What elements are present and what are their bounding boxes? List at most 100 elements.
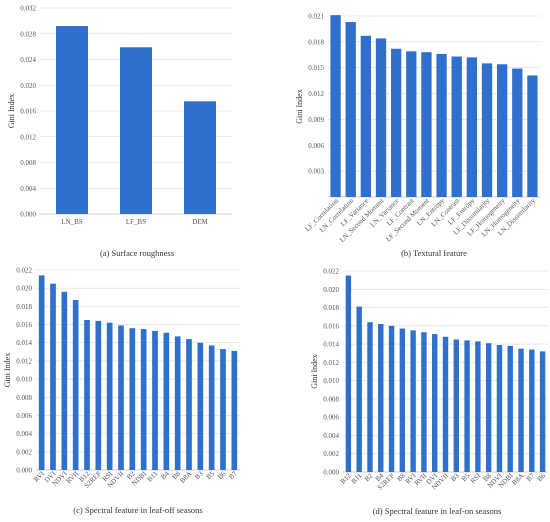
y-tick-label: 0.024 (20, 56, 36, 64)
x-tick-label: B8 (482, 471, 494, 483)
chart-caption: (d) Spectral feature in leaf-on seasons (373, 506, 502, 516)
x-tick-label: B4 (159, 469, 171, 481)
x-tick-label: B8A (178, 470, 193, 485)
x-tick-label: B8 (171, 469, 183, 481)
y-tick-label: 0.018 (323, 304, 339, 312)
bar (356, 306, 362, 472)
bar (330, 15, 341, 198)
y-tick-label: 0.020 (20, 82, 36, 90)
bar (120, 47, 152, 214)
x-tick-label: B7 (525, 471, 537, 483)
x-tick-label: B7 (227, 469, 239, 481)
y-tick-label: 0.014 (16, 339, 32, 347)
chart-caption: (c) Spectral feature in leaf-off seasons (73, 505, 202, 515)
bar (174, 336, 181, 470)
x-tick-label: RSI (469, 471, 483, 485)
bar (84, 320, 90, 470)
y-tick-label: 0.004 (323, 432, 339, 440)
chart-caption: (b) Textural feature (401, 248, 467, 258)
y-tick-label: 0.020 (323, 286, 339, 294)
y-tick-label: 0.002 (16, 448, 32, 456)
bar (50, 283, 56, 470)
bar (56, 26, 88, 215)
bar (95, 320, 102, 470)
bar (367, 322, 373, 472)
y-tick-label: 0.006 (308, 142, 324, 150)
chart-c: 0.000 0.002 0.004 0.006 0.008 0.010 0.012 0.014… (3, 267, 240, 515)
y-tick-label: 0.012 (20, 133, 36, 141)
bar (345, 22, 356, 198)
bar (496, 345, 503, 472)
bar (539, 351, 546, 472)
y-tick-label: 0.008 (16, 394, 32, 402)
bar (481, 63, 493, 198)
y-tick-label: 0.008 (20, 159, 36, 167)
bar (406, 51, 417, 197)
y-tick-label: 0.003 (308, 168, 324, 176)
bar (451, 56, 462, 198)
chart-a: 0.000 0.004 0.008 0.012 0.016 0.020 0.024 0.028… (7, 5, 232, 258)
bar (507, 345, 513, 472)
bar (345, 275, 352, 472)
y-tick-label: 0.009 (308, 116, 324, 124)
bar (518, 348, 524, 472)
bar (475, 341, 481, 472)
y-tick-label: 0.018 (16, 303, 32, 311)
y-tick-label: 0.022 (16, 267, 32, 275)
y-tick-label: 0.014 (323, 341, 339, 349)
x-tick-label: LN_BS (61, 218, 83, 226)
y-tick-label: 0.012 (308, 90, 324, 98)
bar (140, 329, 147, 470)
bar (61, 291, 68, 470)
bar (375, 38, 387, 198)
y-tick-label: 0.004 (20, 185, 36, 193)
x-tick-label: DEM (192, 218, 208, 226)
y-tick-label: 0.000 (323, 469, 339, 477)
y-tick-label: 0.021 (308, 13, 324, 21)
y-tick-label: 0.020 (16, 285, 32, 293)
bar (529, 349, 535, 472)
y-tick-label: 0.010 (16, 376, 32, 384)
y-tick-label: 0.015 (308, 64, 324, 72)
bar (390, 48, 402, 197)
bar (527, 75, 538, 197)
y-tick-label: 0.008 (323, 395, 339, 403)
y-tick-label: 0.010 (323, 377, 339, 385)
y-tick-label: 0.006 (323, 414, 339, 422)
x-tick-label: B2 (363, 471, 375, 483)
y-axis-label: Gini Index (310, 354, 319, 388)
bar (72, 300, 79, 470)
bar (512, 68, 523, 197)
y-tick-label: 0.018 (308, 38, 324, 46)
x-tick-label: B11 (146, 469, 160, 483)
y-tick-label: 0.028 (20, 30, 36, 38)
bar (208, 345, 215, 470)
bar (106, 322, 113, 470)
y-axis-label: Gini Index (295, 89, 304, 123)
x-tick-label: B5 (205, 469, 217, 481)
x-tick-label: B3 (193, 469, 205, 481)
bar (220, 349, 226, 470)
y-tick-label: 0.006 (16, 412, 32, 420)
bar (464, 340, 470, 472)
bar (410, 330, 416, 472)
bar (197, 342, 204, 470)
y-axis-label: Gini Index (3, 353, 12, 387)
bar (388, 325, 395, 472)
bar (378, 323, 384, 472)
bar (38, 275, 45, 470)
y-tick-label: 0.002 (323, 450, 339, 458)
bar (186, 339, 192, 470)
y-tick-label: 0.016 (20, 108, 36, 116)
chart-caption: (a) Surface roughness (100, 248, 174, 258)
y-tick-label: 0.016 (16, 321, 32, 329)
chart-d: 0.000 0.002 0.004 0.006 0.008 0.010 0.012 0.014… (310, 268, 548, 516)
y-axis-label: Gini Index (7, 94, 16, 128)
x-tick-label: B5 (460, 471, 472, 483)
bar (421, 52, 432, 198)
y-tick-label: 0.022 (323, 268, 339, 276)
x-tick-label: B8 (395, 471, 407, 483)
bar (399, 328, 406, 472)
x-tick-label: B11 (350, 471, 364, 485)
